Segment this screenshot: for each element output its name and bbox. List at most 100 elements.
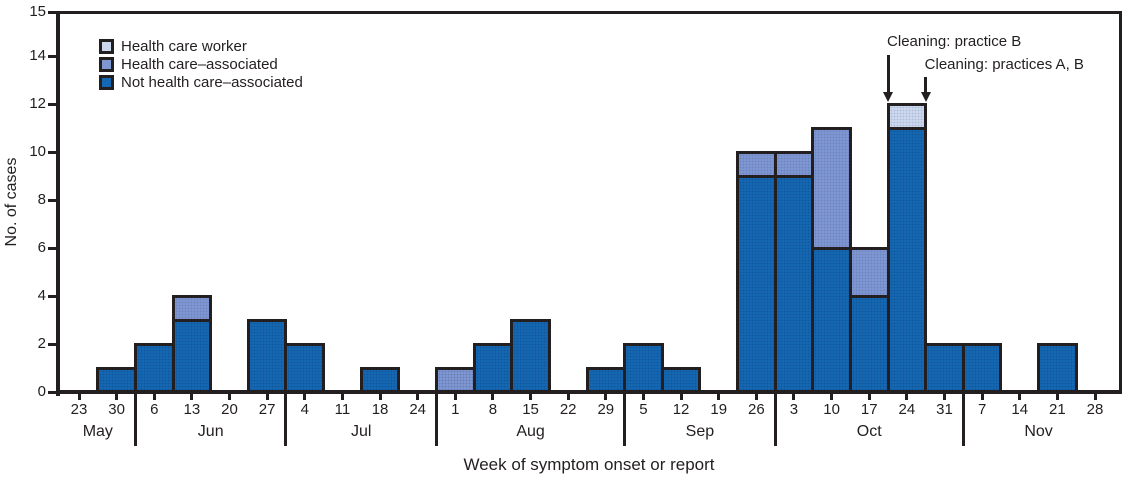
x-tick xyxy=(115,394,119,400)
x-tick-label: 12 xyxy=(672,401,690,418)
x-tick xyxy=(340,394,344,400)
x-tick-label: 20 xyxy=(221,401,238,418)
x-tick-label: 14 xyxy=(1011,401,1029,418)
bar-week-18 xyxy=(359,366,401,394)
x-tick-label: 3 xyxy=(789,401,799,418)
x-tick-label: 5 xyxy=(639,401,648,418)
legend-label: Health care–associated xyxy=(121,55,278,73)
y-tick xyxy=(48,294,57,298)
legend-swatch-icon xyxy=(99,74,114,90)
annotation-label: Cleaning: practices A, B xyxy=(924,56,1084,73)
x-tick xyxy=(491,394,495,400)
plot-top-border xyxy=(58,10,1122,14)
x-tick xyxy=(830,394,834,400)
legend-item: Not health care–associated xyxy=(99,73,303,91)
x-tick xyxy=(867,394,871,400)
x-tick xyxy=(152,394,156,400)
bar-week-12 xyxy=(660,366,702,394)
y-tick-label: 2 xyxy=(37,335,46,352)
bar-week-10 xyxy=(811,126,852,394)
y-tick-label: 14 xyxy=(29,47,46,64)
x-tick-label: 26 xyxy=(747,401,765,418)
month-separator xyxy=(133,394,137,446)
legend-item: Health care–associated xyxy=(99,55,303,73)
bar-segment xyxy=(851,249,887,298)
annotation-arrow-line xyxy=(924,77,928,93)
x-axis-title: Week of symptom onset or report xyxy=(463,455,715,474)
x-tick-label: 28 xyxy=(1086,401,1104,418)
x-tick-label: 18 xyxy=(371,401,389,418)
plot-right-border xyxy=(1118,12,1122,392)
x-tick xyxy=(228,394,232,400)
legend: Health care worker Health care–associated… xyxy=(99,37,303,91)
down-arrow-icon xyxy=(920,92,931,102)
y-tick-label: 8 xyxy=(37,191,46,208)
month-label: Jul xyxy=(350,423,372,440)
legend-label: Health care worker xyxy=(121,37,247,55)
x-tick-label: 24 xyxy=(409,401,426,418)
y-tick xyxy=(48,390,57,394)
bar-segment xyxy=(814,129,849,250)
month-label: Oct xyxy=(856,423,882,440)
bar-segment xyxy=(889,105,925,130)
month-label: Sep xyxy=(685,423,715,440)
x-tick-label: 10 xyxy=(823,401,840,418)
bar-week-3 xyxy=(773,150,815,394)
legend-label: Not health care–associated xyxy=(121,73,303,91)
legend-swatch-icon xyxy=(99,38,114,54)
month-separator xyxy=(623,394,627,446)
bar-week-21 xyxy=(1037,342,1078,394)
y-tick xyxy=(48,102,57,106)
x-tick xyxy=(942,394,946,400)
bar-week-31 xyxy=(924,342,965,394)
bar-week-4 xyxy=(284,342,326,394)
y-tick xyxy=(48,342,57,346)
x-tick xyxy=(1055,394,1059,400)
x-tick xyxy=(604,394,608,400)
month-label: Aug xyxy=(516,423,545,440)
month-separator xyxy=(773,394,777,446)
y-tick xyxy=(48,198,57,202)
x-tick-label: 19 xyxy=(710,401,728,418)
y-tick-label: 10 xyxy=(29,143,46,160)
month-separator xyxy=(284,394,288,446)
x-tick-label: 31 xyxy=(936,401,953,418)
x-tick xyxy=(641,394,645,400)
x-tick-label: 27 xyxy=(258,401,276,418)
x-tick xyxy=(679,394,683,400)
x-tick-label: 13 xyxy=(183,401,201,418)
x-tick-label: 24 xyxy=(898,401,916,418)
y-tick-label: 4 xyxy=(37,287,46,304)
month-label: Jun xyxy=(197,423,224,440)
month-label: Nov xyxy=(1024,423,1053,440)
bar-week-6 xyxy=(133,342,175,394)
y-tick-label: 6 xyxy=(37,239,46,256)
x-axis-line xyxy=(56,390,1122,394)
y-tick-label: 15 xyxy=(29,3,46,20)
month-label: May xyxy=(82,423,113,440)
x-tick xyxy=(717,394,721,400)
x-tick xyxy=(265,394,269,400)
x-tick xyxy=(416,394,420,400)
legend-item: Health care worker xyxy=(99,37,303,55)
bar-week-17 xyxy=(848,246,890,394)
y-tick-label: 0 xyxy=(37,383,46,400)
y-axis-line xyxy=(56,10,60,396)
x-tick xyxy=(77,394,81,400)
x-tick-label: 7 xyxy=(977,401,987,418)
x-tick-label: 15 xyxy=(522,401,539,418)
x-tick-label: 4 xyxy=(300,401,309,418)
x-tick-label: 21 xyxy=(1049,401,1066,418)
x-tick-label: 1 xyxy=(451,401,460,418)
x-tick xyxy=(980,394,984,400)
x-tick xyxy=(453,394,457,400)
annotation-arrow-line xyxy=(886,55,890,93)
y-tick xyxy=(48,10,57,14)
bar-week-8 xyxy=(472,342,514,394)
legend-swatch-icon xyxy=(99,56,114,72)
x-tick-label: 6 xyxy=(150,401,159,418)
bar-segment xyxy=(174,297,210,322)
down-arrow-icon xyxy=(883,92,894,102)
annotation-label: Cleaning: practice B xyxy=(887,33,1022,50)
